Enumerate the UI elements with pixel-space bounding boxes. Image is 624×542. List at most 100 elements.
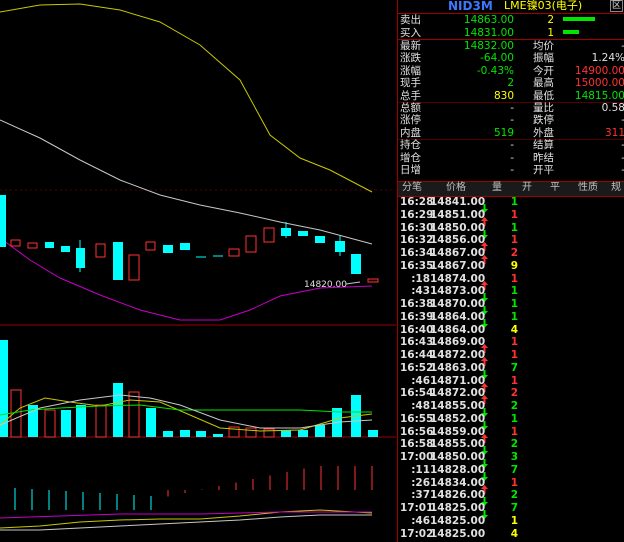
name: LME镍03(电子) (504, 0, 583, 12)
price-label: 14820.00 (304, 280, 347, 290)
candle (0, 195, 6, 247)
trade-price: 14850.00 (430, 221, 486, 234)
column-header: 平 (550, 182, 560, 193)
quote-value: - (565, 114, 624, 126)
arrow-icon (481, 420, 488, 430)
trade-volume: 7 (510, 463, 518, 476)
column-header: 规 (611, 182, 621, 193)
ma-line (0, 3, 373, 193)
candle (113, 242, 123, 280)
volume-bar (228, 426, 240, 438)
quote-value: 519 (493, 126, 514, 139)
trade-volume: 1 (510, 374, 518, 387)
trade-price: 14864.00 (430, 323, 486, 336)
trade-price: 14850.00 (430, 451, 486, 463)
candle (45, 242, 54, 248)
candle (10, 239, 21, 247)
trade-arrow (481, 249, 488, 264)
quote-value: 15000.00 (574, 77, 624, 90)
divider (398, 139, 624, 140)
ob-label: 买入 (400, 26, 421, 39)
trade-arrow (481, 389, 488, 405)
trade-price: 14863.00 (430, 361, 486, 374)
volume-bar (245, 427, 257, 438)
trade-arrow (481, 453, 488, 468)
trade-volume: 2 (510, 387, 518, 400)
quote-label: 最高 (533, 77, 554, 90)
trade-time: 16:35 (400, 259, 434, 272)
column-header: 量 (492, 182, 502, 193)
trade-volume: 2 (510, 489, 518, 502)
trade-volume: 7 (510, 361, 518, 374)
vol-ma (0, 397, 373, 432)
quote-value: 14832.00 (463, 40, 514, 52)
quote-value: - (510, 164, 514, 176)
trade-time: 17:02 (400, 527, 434, 540)
trade-volume: 2 (510, 400, 518, 412)
divider (398, 39, 624, 40)
trade-time: 16:29 (400, 208, 434, 221)
volume-bar (128, 391, 140, 438)
quote-label: 持仓 (400, 139, 421, 152)
candle (335, 241, 345, 252)
quote-value: 14815.00 (574, 89, 624, 102)
trade-time: 16:56 (400, 425, 434, 438)
macd-line (0, 514, 372, 531)
button[interactable]: 区 (610, 0, 624, 12)
quote-label: 量比 (533, 102, 554, 114)
quote-label: 涨幅 (400, 64, 421, 77)
quote-label: 开平 (533, 164, 554, 176)
trade-price: 14825.00 (430, 514, 486, 527)
quote-label: 振幅 (533, 52, 554, 65)
quote-label: 昨结 (533, 151, 554, 164)
trade-volume: 3 (510, 451, 518, 463)
trade-time: 16:54 (400, 387, 434, 400)
arrow-icon (481, 293, 488, 303)
arrow-icon (481, 204, 488, 213)
trade-price: 14828.00 (430, 463, 486, 476)
quote-value: 1.24% (591, 52, 624, 65)
trade-arrow (481, 275, 488, 290)
trade-price: 14841.00 (430, 196, 486, 208)
trade-price: 14834.00 (430, 476, 486, 489)
trade-price: 14872.00 (430, 349, 486, 361)
trade-volume: 1 (510, 208, 518, 221)
ob-price: 14831.00 (463, 26, 514, 39)
trade-volume: 4 (510, 323, 518, 336)
trade-price: 14855.00 (430, 438, 486, 451)
vol-ma (0, 394, 373, 429)
trade-time: 17:00 (400, 451, 434, 463)
trade-time: :37 (411, 489, 430, 502)
arrow-icon (481, 408, 488, 417)
trade-price: 14859.00 (430, 425, 486, 438)
trade-volume: 1 (510, 349, 518, 361)
trade-time: 16:38 (400, 298, 434, 310)
trade-arrow (481, 338, 488, 354)
quote-value: - (565, 164, 624, 176)
candle (27, 242, 38, 249)
arrow-icon (481, 510, 488, 519)
trade-time: 16:28 (400, 196, 434, 208)
candle (245, 235, 257, 253)
arrow-icon (481, 497, 488, 507)
column-header: 分笔 (402, 182, 422, 193)
trade-price: 14873.00 (430, 285, 486, 298)
arrow-icon (481, 433, 488, 443)
trade-volume: 7 (510, 502, 518, 514)
quote-label: 最新 (400, 40, 421, 52)
arrow-icon (481, 446, 488, 456)
volume-bar (44, 409, 56, 438)
candle (128, 254, 140, 281)
ob-label: 卖出 (400, 14, 421, 26)
volume-bar (28, 405, 38, 437)
quote-value: -64.00 (480, 52, 514, 65)
candle (95, 243, 106, 258)
volume-bar (180, 430, 190, 437)
label-pointer (345, 281, 361, 285)
trade-time: 16:39 (400, 310, 434, 323)
trade-arrow (481, 440, 488, 456)
quote-value: -0.43% (476, 64, 514, 77)
volume-bar (76, 405, 86, 437)
arrow-icon (481, 395, 488, 405)
arrow-icon (481, 242, 488, 252)
